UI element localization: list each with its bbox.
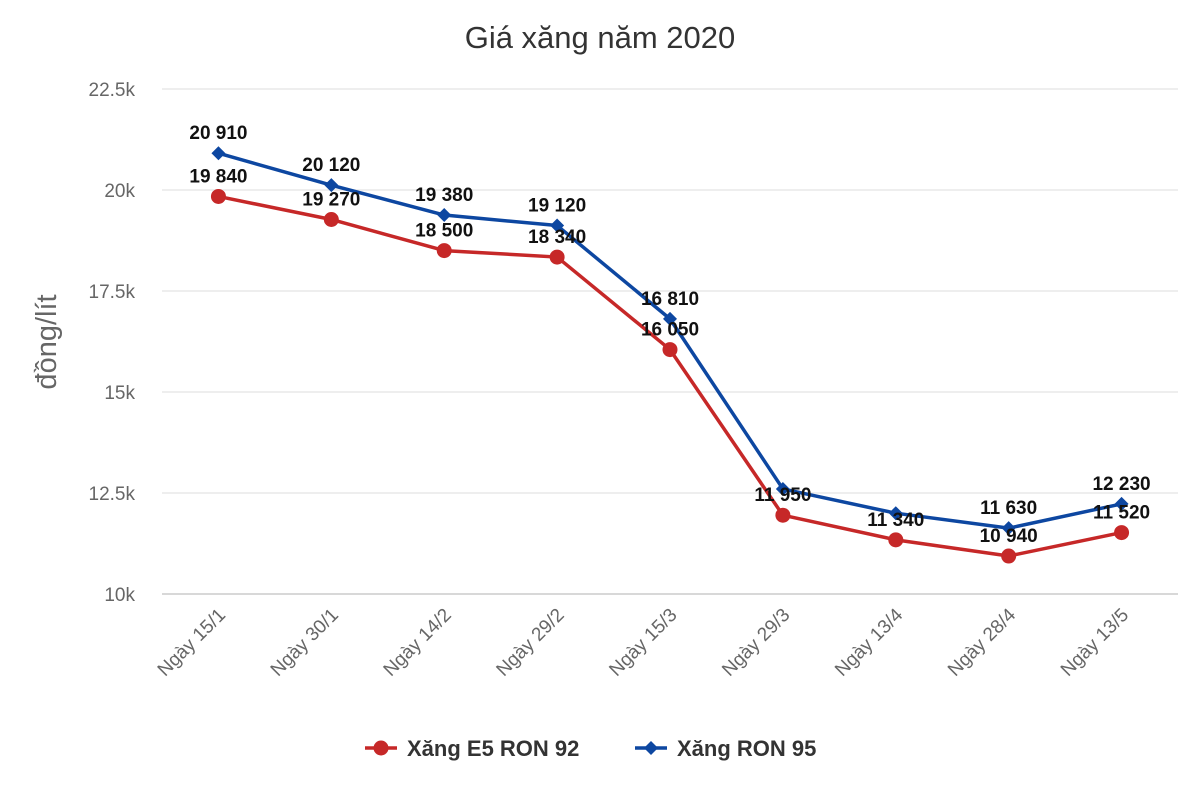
data-label: 20 120 (302, 155, 360, 176)
x-tick-label: Ngày 13/4 (831, 604, 907, 680)
data-label: 18 340 (528, 227, 586, 248)
x-tick-label: Ngày 15/1 (154, 605, 230, 681)
y-tick-label: 22.5k (89, 80, 136, 101)
data-label: 19 840 (189, 166, 247, 187)
data-point (644, 741, 658, 755)
legend-item[interactable]: Xăng RON 95 (635, 736, 816, 761)
y-tick-label: 17.5k (89, 282, 136, 303)
series-0 (210, 188, 1130, 564)
data-label: 12 230 (1092, 474, 1150, 495)
data-point (210, 188, 226, 204)
data-point (373, 740, 389, 756)
data-point (1001, 521, 1016, 536)
data-point (211, 146, 226, 161)
data-point (324, 178, 339, 193)
legend-label: Xăng RON 95 (677, 736, 816, 761)
series-1 (211, 146, 1129, 536)
data-label: 18 500 (415, 221, 473, 242)
x-tick-label: Ngày 29/3 (718, 605, 794, 681)
y-tick-label: 12.5k (89, 484, 136, 505)
data-label: 11 950 (754, 485, 811, 506)
y-axis-title: đồng/lít (31, 294, 63, 389)
data-point (775, 507, 791, 523)
data-label: 10 940 (980, 526, 1038, 547)
data-point (549, 249, 565, 265)
data-label: 19 270 (302, 189, 360, 210)
x-tick-label: Ngày 14/2 (380, 605, 456, 681)
data-point (662, 342, 678, 358)
data-point (437, 208, 452, 223)
data-label: 19 120 (528, 196, 586, 217)
y-tick-label: 10k (104, 585, 135, 606)
x-tick-label: Ngày 29/2 (493, 605, 569, 681)
legend-label: Xăng E5 RON 92 (407, 736, 579, 761)
x-tick-label: Ngày 28/4 (944, 604, 1020, 680)
x-tick-label: Ngày 30/1 (267, 605, 343, 681)
x-tick-label: Ngày 13/5 (1057, 605, 1133, 681)
data-label: 11 340 (867, 510, 924, 531)
data-point (663, 311, 677, 326)
data-point (1114, 525, 1130, 541)
data-point (1001, 548, 1017, 564)
y-tick-label: 15k (104, 383, 135, 404)
data-point (888, 506, 903, 521)
y-tick-label: 20k (104, 181, 135, 202)
data-point (1114, 496, 1129, 511)
x-tick-label: Ngày 15/3 (605, 605, 681, 681)
data-label: 11 630 (980, 498, 1037, 519)
data-point (436, 243, 452, 259)
data-label: 20 910 (189, 123, 247, 144)
chart-title: Giá xăng năm 2020 (465, 20, 736, 55)
data-label: 16 050 (641, 320, 699, 341)
data-label: 11 520 (1093, 503, 1150, 524)
data-point (323, 211, 339, 227)
legend-item[interactable]: Xăng E5 RON 92 (365, 736, 579, 761)
data-point (888, 532, 904, 548)
data-label: 19 380 (415, 185, 473, 206)
data-point (550, 218, 565, 233)
data-point (775, 481, 790, 496)
data-label: 16 810 (641, 289, 699, 310)
